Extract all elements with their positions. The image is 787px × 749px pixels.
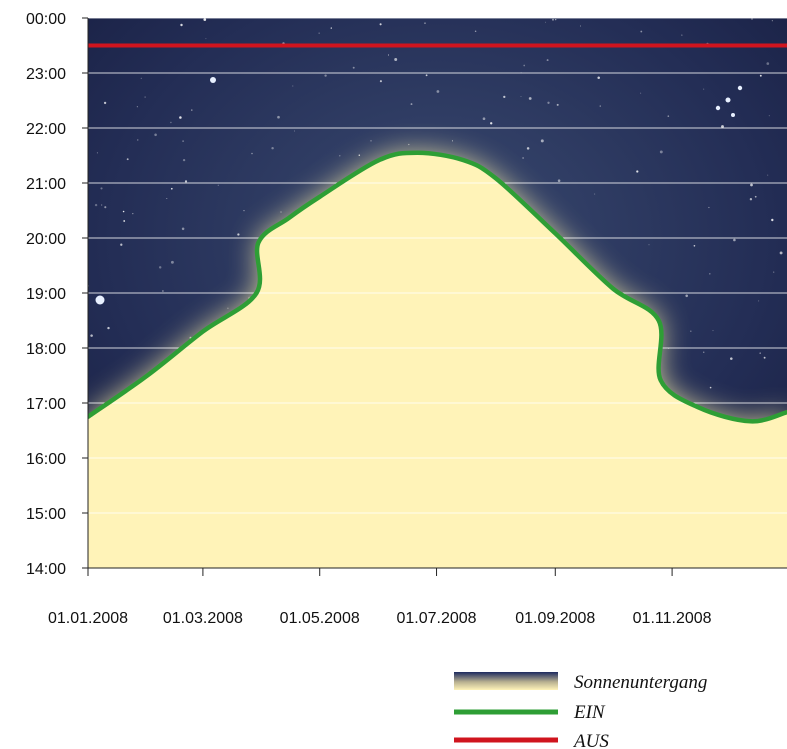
legend-swatch-sonnenuntergang xyxy=(454,672,558,690)
y-tick-label: 22:00 xyxy=(26,121,66,138)
x-tick-label: 01.09.2008 xyxy=(515,610,595,627)
y-tick-label: 00:00 xyxy=(26,11,66,28)
legend-label-ein: EIN xyxy=(573,702,606,723)
legend-label-sonnenuntergang: Sonnenuntergang xyxy=(574,672,707,693)
y-tick-label: 20:00 xyxy=(26,231,66,248)
x-tick-label: 01.05.2008 xyxy=(280,610,360,627)
x-tick-label: 01.01.2008 xyxy=(48,610,128,627)
y-tick-label: 19:00 xyxy=(26,286,66,303)
y-tick-label: 15:00 xyxy=(26,506,66,523)
x-tick-label: 01.11.2008 xyxy=(633,610,712,627)
y-tick-label: 16:00 xyxy=(26,451,66,468)
legend: Sonnenuntergang EIN AUS xyxy=(454,672,707,749)
y-tick-label: 23:00 xyxy=(26,66,66,83)
y-tick-label: 14:00 xyxy=(26,561,66,578)
y-tick-label: 17:00 xyxy=(26,396,66,413)
y-axis-ticks: 14:00 15:00 16:00 17:00 18:00 19:00 20:00 21:00… xyxy=(26,11,88,578)
sunset-area xyxy=(88,152,787,568)
legend-label-aus: AUS xyxy=(572,731,609,749)
x-tick-label: 01.07.2008 xyxy=(397,610,477,627)
ein-series-line xyxy=(88,150,787,424)
gridlines xyxy=(88,18,787,514)
x-tick-label: 01.03.2008 xyxy=(163,610,243,627)
y-tick-label: 21:00 xyxy=(26,176,66,193)
x-axis-ticks: 01.01.2008 01.03.2008 01.05.2008 01.07.2008… xyxy=(48,568,712,627)
y-tick-label: 18:00 xyxy=(26,341,66,358)
